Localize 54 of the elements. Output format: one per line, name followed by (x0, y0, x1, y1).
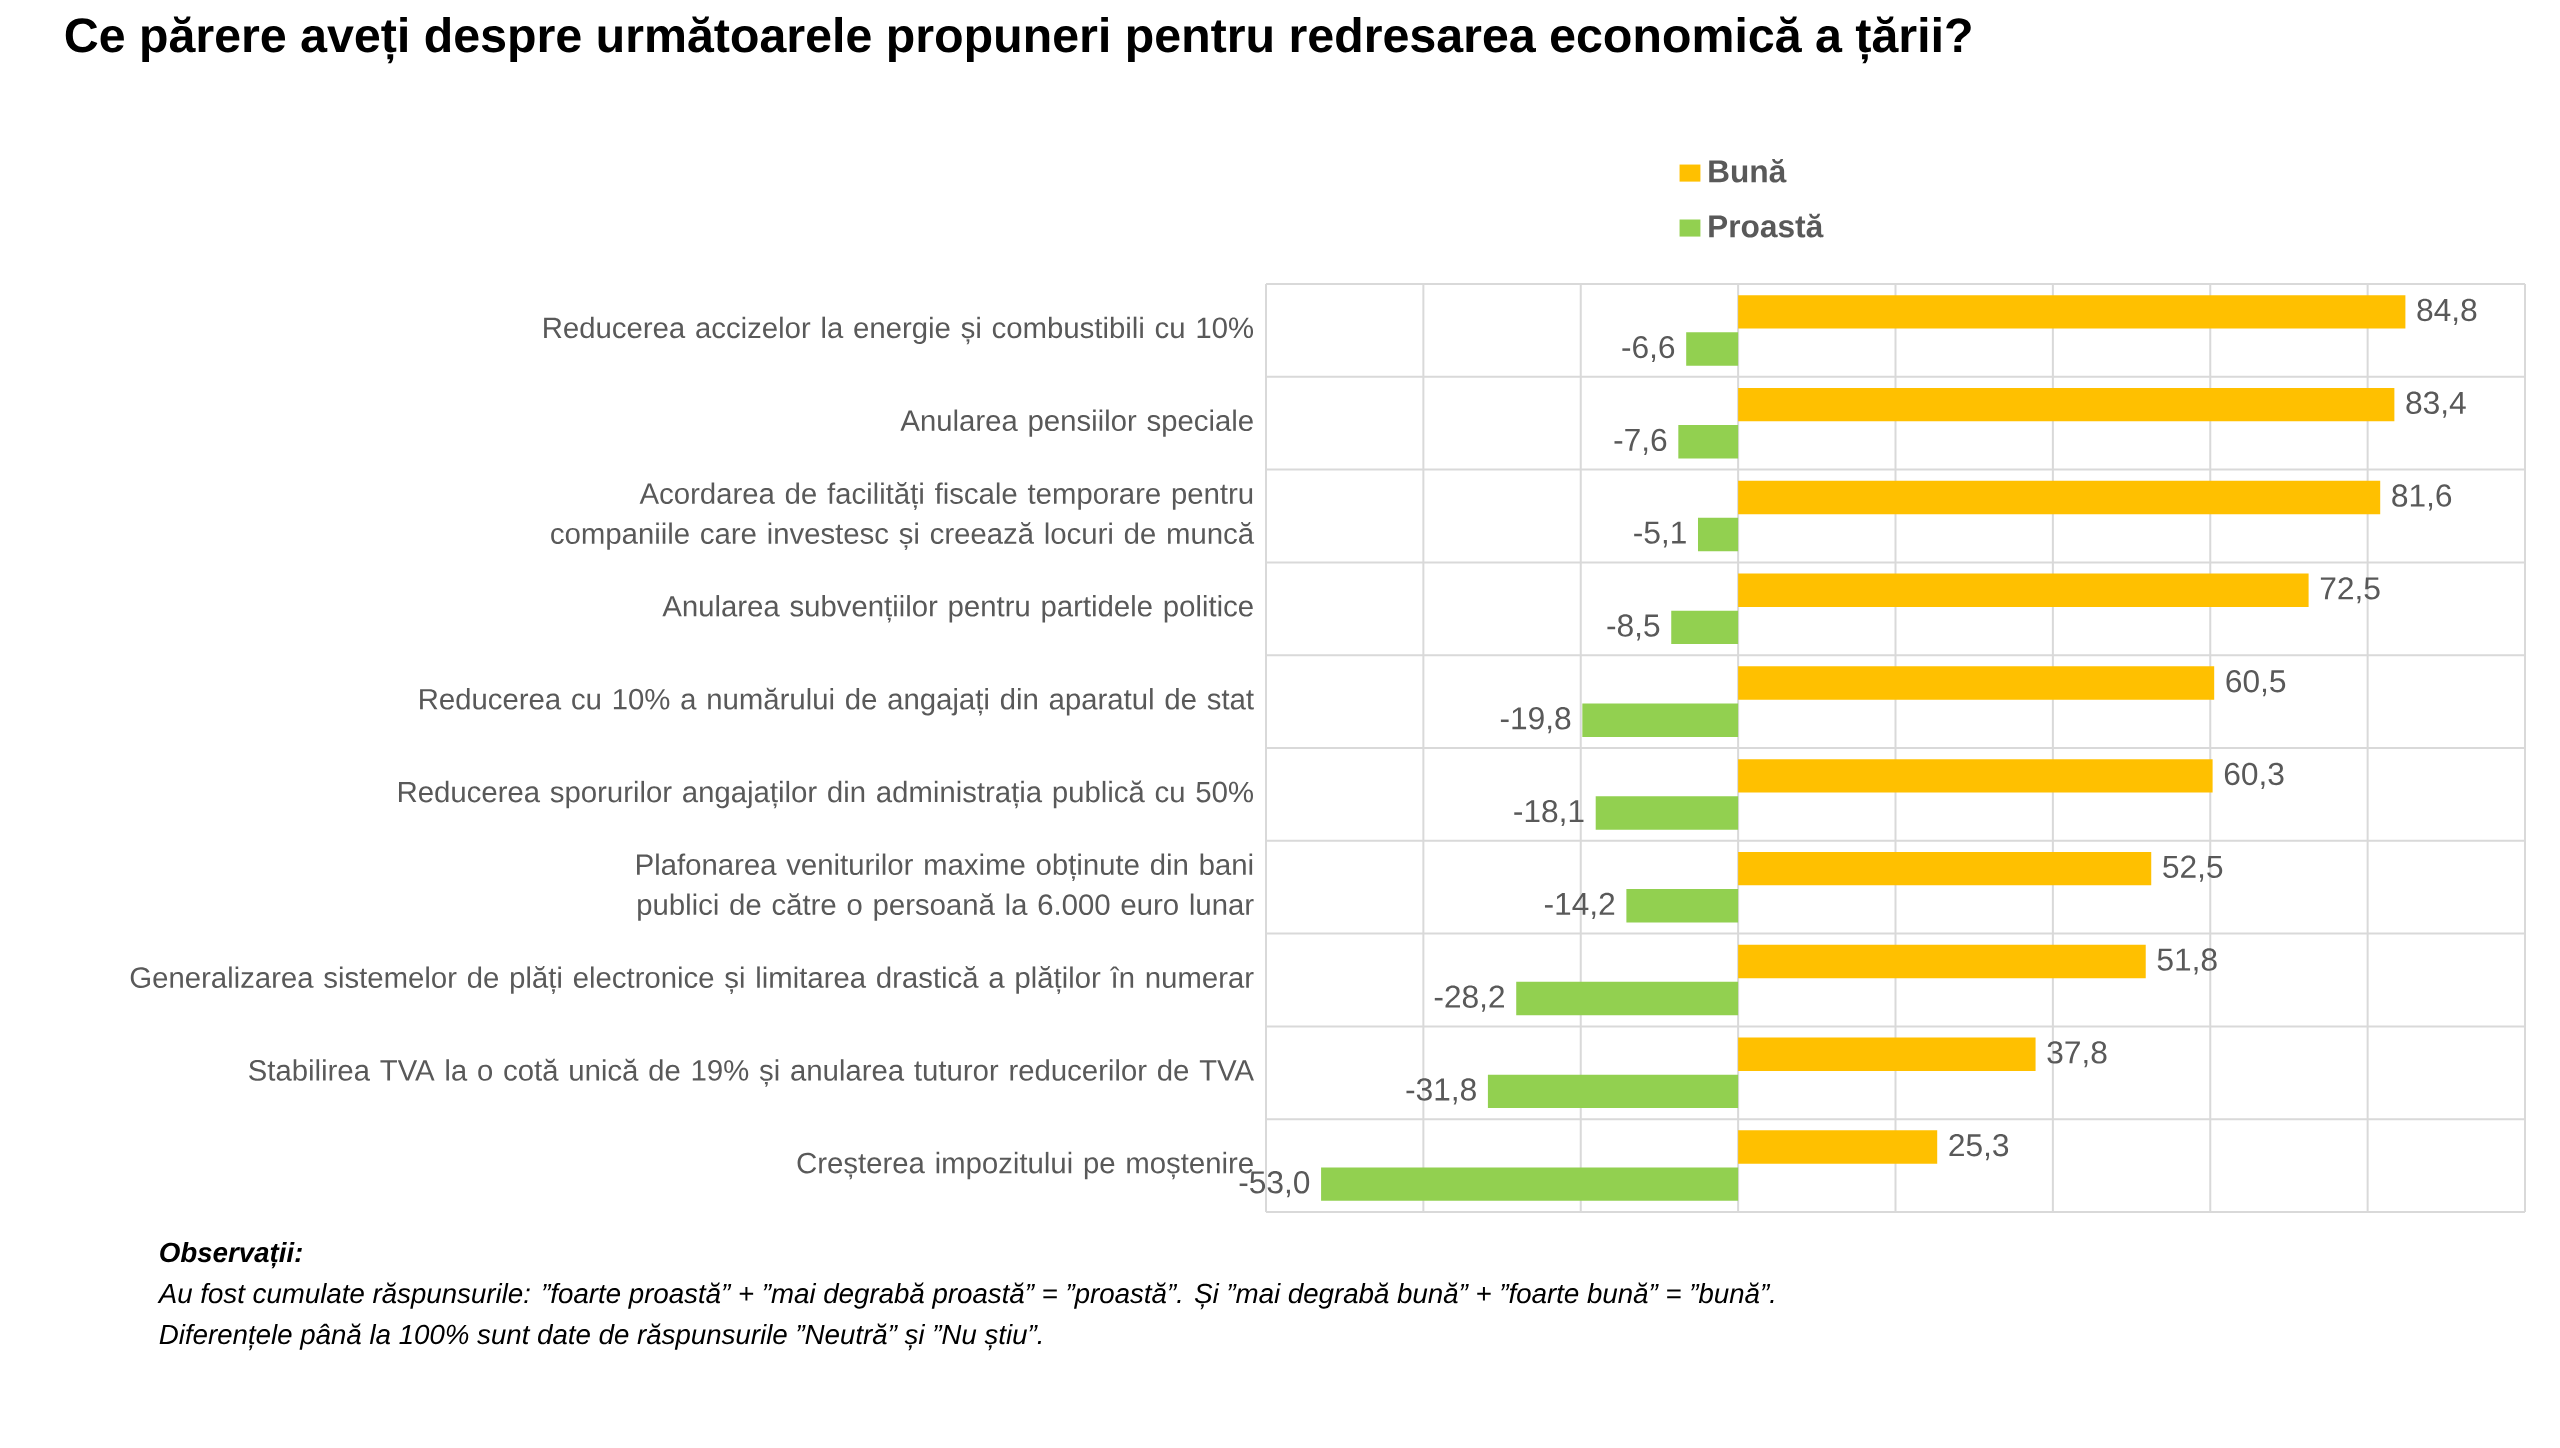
bar (1321, 1167, 1739, 1201)
bar (1738, 295, 2406, 329)
bar (1595, 796, 1739, 830)
y-tick-label: Acordarea de facilități fiscale temporare pentru companiile care investesc și creează locuri de muncă (551, 482, 1255, 550)
data-label: -7,6 (1614, 428, 1667, 455)
y-tick-label: Anularea subvențiilor pentru partidele politice (662, 595, 1253, 623)
data-label: -31,8 (1406, 1078, 1476, 1105)
data-label: -6,6 (1622, 335, 1675, 363)
bar (1698, 517, 1739, 552)
data-label: 81,6 (2392, 484, 2452, 511)
bar (1582, 703, 1739, 737)
bar (1738, 573, 2309, 607)
data-label: 84,8 (2417, 298, 2477, 325)
text: Diferențele până la 100% sunt date de răspunsurile ”Neutră” și ”Nu știu”. (159, 1323, 1042, 1351)
legend-label: Bună (1709, 158, 1787, 183)
y-tick-label: Plafonarea veniturilor maxime obținute din bani publici de către o persoană la 6.000 euro lunar (637, 853, 1254, 921)
y-tick-label: Anularea pensiilor speciale (900, 409, 1253, 437)
data-label: 37,8 (2047, 1041, 2107, 1068)
bar (1738, 1130, 1938, 1164)
data-label: -19,8 (1500, 707, 1571, 734)
bar (1738, 1037, 2036, 1071)
data-label: 25,3 (1949, 1133, 2009, 1161)
bar (1516, 981, 1739, 1016)
legend-label: Proastă (1709, 213, 1824, 238)
data-label: -18,1 (1514, 799, 1584, 827)
data-label: -14,2 (1544, 892, 1615, 919)
bar (1738, 851, 2152, 886)
bar (1738, 944, 2146, 979)
chart-title: Ce părere aveți despre următoarele propuneri pentru redresarea economică a țării? (65, 16, 1971, 64)
data-label: 51,8 (2157, 948, 2217, 975)
text: Observații: (160, 1241, 302, 1269)
data-label: 72,5 (2320, 577, 2380, 604)
data-label: -5,1 (1634, 521, 1686, 548)
data-label: 60,5 (2226, 669, 2286, 697)
data-label: -8,5 (1607, 614, 1660, 641)
text: Au fost cumulate răspunsurile: ”foarte proastă” + ”mai degrabă proastă” = ”proastă”. Și ”mai degrabă bună” + ”foarte bună” = ”bună”. (157, 1282, 1774, 1310)
bar (1487, 1074, 1739, 1109)
bar (1738, 759, 2213, 793)
bar (1678, 425, 1739, 459)
bar (1686, 332, 1739, 366)
data-label: 60,3 (2224, 762, 2284, 789)
bar (1738, 480, 2381, 515)
bar (1626, 889, 1739, 923)
y-tick-label: Reducerea accizelor la energie și combustibili cu 10% (544, 316, 1254, 345)
y-tick-label: Generalizarea sistemelor de plăți electronice și limitarea drastică a plăților în numerar (130, 966, 1254, 994)
bar (1738, 666, 2215, 700)
data-label: 52,5 (2163, 855, 2223, 882)
y-tick-label: Stabilirea TVA la o cotă unică de 19% și anularea tuturor reducerilor de TVA (249, 1058, 1254, 1087)
data-label: -28,2 (1434, 985, 1504, 1012)
data-label: 83,4 (2406, 391, 2466, 418)
bar (1738, 387, 2395, 422)
y-tick-label: Reducerea cu 10% a numărului de angajați din aparatul de stat (420, 687, 1254, 716)
bar (1671, 610, 1739, 645)
y-tick-label: Reducerea sporurilor angajaților din administrația publică cu 50% (398, 780, 1253, 809)
